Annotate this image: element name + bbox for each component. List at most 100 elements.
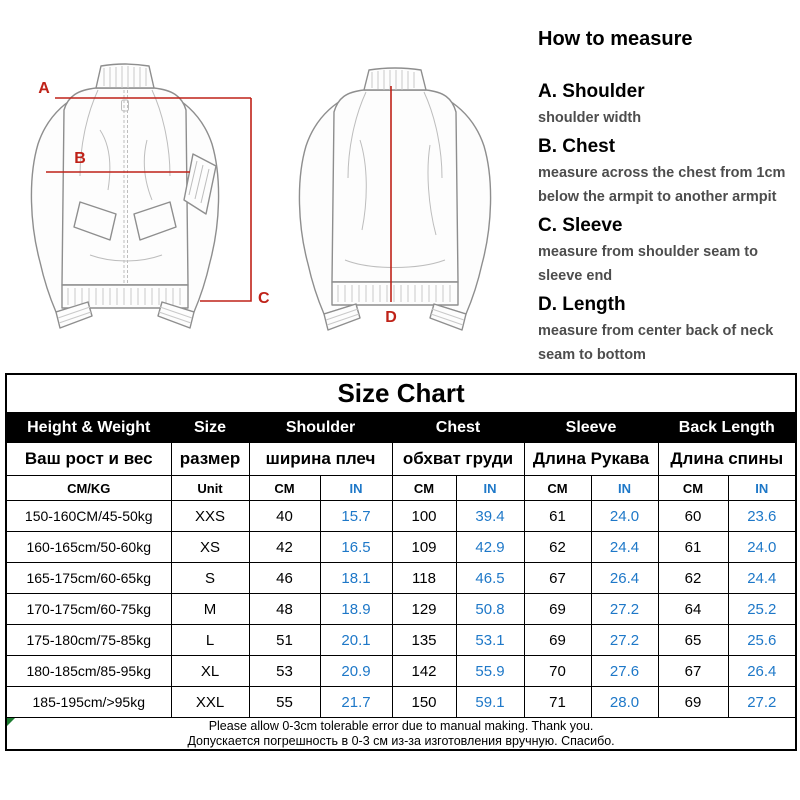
cell-size: XXL <box>170 686 250 718</box>
col-header-height-weight: Height & Weight <box>5 412 172 443</box>
unit-in: IN <box>590 475 659 501</box>
measure-line-sleeve <box>200 98 252 302</box>
cell-shoulder-in: 21.7 <box>319 686 393 718</box>
cell-size: XS <box>170 531 250 563</box>
cell-back-cm: 65 <box>657 624 729 656</box>
col-header-back-length: Back Length <box>657 412 797 443</box>
label-a: A <box>38 80 50 97</box>
guide-item-shoulder: A. Shoulder shoulder width <box>538 81 796 130</box>
unit-in: IN <box>455 475 525 501</box>
cell-shoulder-cm: 42 <box>248 531 321 563</box>
measure-guide: How to measure A. Shoulder shoulder widt… <box>538 28 796 369</box>
cell-sleeve-cm: 67 <box>523 562 592 594</box>
unit-height-weight: CM/KG <box>5 475 172 501</box>
label-d: D <box>385 309 397 326</box>
col-header-ru-size: размер <box>170 442 250 476</box>
cell-sleeve-cm: 69 <box>523 624 592 656</box>
cell-chest-in: 46.5 <box>455 562 525 594</box>
cell-shoulder-cm: 55 <box>248 686 321 718</box>
cell-sleeve-cm: 61 <box>523 500 592 532</box>
size-row-xxs: 150-160CM/45-50kg XXS 40 15.7 100 39.4 6… <box>5 500 797 532</box>
size-row-m: 170-175cm/60-75kg M 48 18.9 129 50.8 69 … <box>5 593 797 625</box>
cell-size: S <box>170 562 250 594</box>
cell-size: XXS <box>170 500 250 532</box>
cell-shoulder-cm: 40 <box>248 500 321 532</box>
table-title-row: Size Chart <box>5 373 797 413</box>
size-row-l: 175-180cm/75-85kg L 51 20.1 135 53.1 69 … <box>5 624 797 656</box>
cell-height-weight: 180-185cm/85-95kg <box>5 655 172 687</box>
cell-back-in: 23.6 <box>727 500 797 532</box>
size-row-xs: 160-165cm/50-60kg XS 42 16.5 109 42.9 62… <box>5 531 797 563</box>
col-header-size: Size <box>170 412 250 443</box>
cell-shoulder-in: 18.9 <box>319 593 393 625</box>
label-c: C <box>258 290 270 307</box>
unit-row: CM/KG Unit CM IN CM IN CM IN CM IN <box>5 475 797 501</box>
cell-shoulder-in: 20.9 <box>319 655 393 687</box>
cell-chest-in: 39.4 <box>455 500 525 532</box>
col-header-ru-chest: обхват груди <box>391 442 525 476</box>
jacket-measure-diagram: A B C D <box>30 63 492 331</box>
cell-back-in: 25.2 <box>727 593 797 625</box>
cell-back-in: 24.4 <box>727 562 797 594</box>
cell-chest-in: 42.9 <box>455 531 525 563</box>
guide-item-label: A. Shoulder <box>538 81 645 102</box>
cell-chest-cm: 135 <box>391 624 457 656</box>
cell-chest-cm: 100 <box>391 500 457 532</box>
header-row-en: Height & Weight Size Shoulder Chest Slee… <box>5 412 797 443</box>
table-title: Size Chart <box>5 373 797 413</box>
cell-sleeve-cm: 62 <box>523 531 592 563</box>
cell-chest-in: 55.9 <box>455 655 525 687</box>
guide-item-label: D. Length <box>538 294 626 315</box>
col-header-sleeve: Sleeve <box>523 412 659 443</box>
cell-sleeve-in: 27.2 <box>590 624 659 656</box>
cell-back-in: 25.6 <box>727 624 797 656</box>
cell-back-cm: 69 <box>657 686 729 718</box>
note-en: Please allow 0-3cm tolerable error due t… <box>208 718 594 733</box>
cell-height-weight: 175-180cm/75-85kg <box>5 624 172 656</box>
cell-sleeve-cm: 69 <box>523 593 592 625</box>
cell-sleeve-in: 26.4 <box>590 562 659 594</box>
cell-sleeve-cm: 71 <box>523 686 592 718</box>
cell-chest-in: 53.1 <box>455 624 525 656</box>
unit-in: IN <box>319 475 393 501</box>
col-header-shoulder: Shoulder <box>248 412 393 443</box>
cell-shoulder-cm: 48 <box>248 593 321 625</box>
unit-label: Unit <box>170 475 250 501</box>
col-header-ru-height-weight: Ваш рост и вес <box>5 442 172 476</box>
guide-item-desc: measure from shoulder seam to sleeve end <box>538 244 758 284</box>
unit-in: IN <box>727 475 797 501</box>
cell-sleeve-in: 24.4 <box>590 531 659 563</box>
guide-title: How to measure <box>538 28 693 50</box>
cell-shoulder-in: 20.1 <box>319 624 393 656</box>
unit-cm: CM <box>657 475 729 501</box>
note-row: Please allow 0-3cm tolerable error due t… <box>5 717 797 751</box>
col-header-ru-shoulder: ширина плеч <box>248 442 393 476</box>
guide-item-label: B. Chest <box>538 136 616 157</box>
cell-sleeve-in: 24.0 <box>590 500 659 532</box>
cell-size: XL <box>170 655 250 687</box>
cell-size: M <box>170 593 250 625</box>
cell-back-in: 26.4 <box>727 655 797 687</box>
unit-cm: CM <box>523 475 592 501</box>
unit-cm: CM <box>248 475 321 501</box>
cell-back-cm: 62 <box>657 562 729 594</box>
cell-height-weight: 165-175cm/60-65kg <box>5 562 172 594</box>
cell-corner-marker <box>7 718 15 726</box>
cell-back-in: 24.0 <box>727 531 797 563</box>
cell-height-weight: 160-165cm/50-60kg <box>5 531 172 563</box>
cell-shoulder-in: 16.5 <box>319 531 393 563</box>
cell-chest-cm: 118 <box>391 562 457 594</box>
col-header-ru-back-length: Длина спины <box>657 442 797 476</box>
cell-chest-cm: 109 <box>391 531 457 563</box>
size-row-s: 165-175cm/60-65kg S 46 18.1 118 46.5 67 … <box>5 562 797 594</box>
cell-sleeve-in: 28.0 <box>590 686 659 718</box>
cell-chest-cm: 142 <box>391 655 457 687</box>
cell-shoulder-in: 18.1 <box>319 562 393 594</box>
cell-shoulder-cm: 53 <box>248 655 321 687</box>
guide-item-chest: B. Chest measure across the chest from 1… <box>538 136 796 209</box>
cell-size: L <box>170 624 250 656</box>
guide-item-desc: measure across the chest from 1cm below … <box>538 165 786 205</box>
cell-back-cm: 67 <box>657 655 729 687</box>
cell-shoulder-in: 15.7 <box>319 500 393 532</box>
front-jacket-illustration: A B C <box>30 63 270 329</box>
